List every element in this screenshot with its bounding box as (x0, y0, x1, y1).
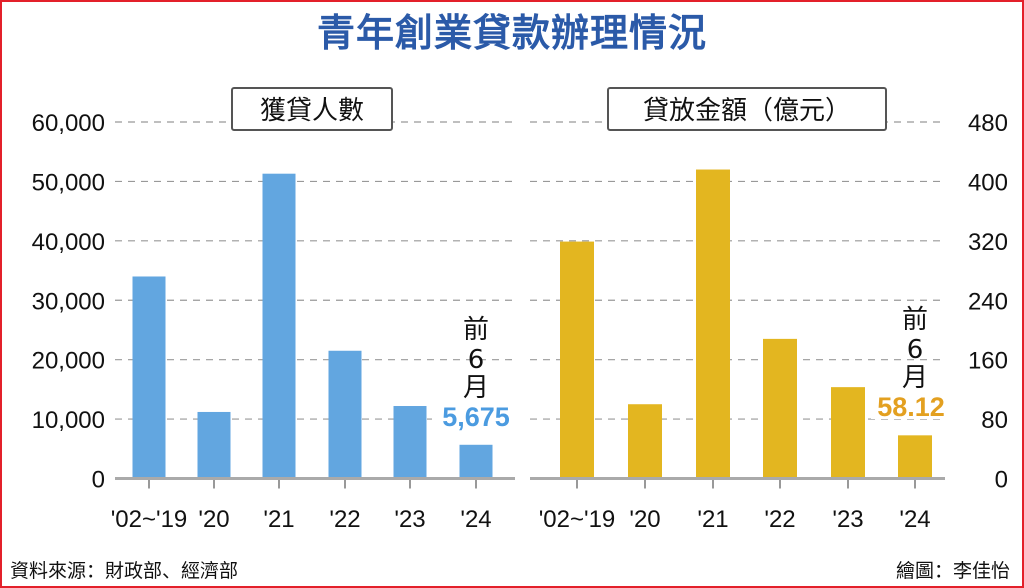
y-tick-label: 30,000 (32, 288, 105, 315)
series-title-box (607, 87, 887, 131)
x-tick-label: '21 (263, 506, 294, 533)
y-tick-label: 60,000 (32, 110, 105, 137)
x-tick-label: '22 (329, 506, 360, 533)
bar-0 (560, 241, 594, 479)
x-tick-label: '24 (899, 506, 930, 533)
chart-title: 青年創業貸款辦理情況 (316, 11, 707, 55)
bar-3 (763, 338, 797, 479)
y-tick-label: 480 (968, 110, 1008, 137)
bar-2 (696, 169, 730, 479)
x-tick-label: '24 (460, 506, 491, 533)
bar-4 (393, 406, 427, 479)
y-tick-label: 240 (968, 288, 1008, 315)
bar-1 (197, 411, 231, 479)
x-tick-label: '21 (697, 506, 728, 533)
x-tick-label: '23 (394, 506, 425, 533)
x-tick-label: '23 (832, 506, 863, 533)
annotation-text: 前 (463, 315, 489, 345)
bar-1 (628, 404, 662, 479)
x-tick-label: '02~'19 (111, 506, 188, 533)
value-label-bg (871, 393, 959, 419)
source-note: 資料來源：財政部、經濟部 (10, 560, 239, 582)
bar-3 (328, 350, 362, 479)
annotation-text: 6 (468, 345, 485, 375)
y-tick-label: 160 (968, 348, 1008, 375)
annotation-text: 月 (463, 373, 489, 403)
series-title: 貸放金額（億元） (643, 96, 851, 126)
y-tick-label: 0 (92, 467, 105, 494)
annotation-text: 前 (902, 305, 928, 335)
value-label: 58.12 (877, 392, 945, 422)
x-tick-label: '20 (629, 506, 660, 533)
series-title-box (231, 87, 393, 131)
y-tick-label: 40,000 (32, 229, 105, 256)
bar-0 (132, 276, 166, 479)
bar-4 (831, 387, 865, 479)
y-tick-label: 320 (968, 229, 1008, 256)
y-tick-label: 50,000 (32, 169, 105, 196)
y-tick-label: 400 (968, 169, 1008, 196)
bar-5 (898, 435, 932, 479)
annotation-text: 月 (902, 363, 928, 393)
x-tick-label: '22 (764, 506, 795, 533)
value-label-bg (432, 403, 520, 429)
bar-2 (262, 173, 296, 479)
series-title: 獲貸人數 (260, 96, 364, 126)
x-tick-label: '20 (198, 506, 229, 533)
y-tick-label: 10,000 (32, 407, 105, 434)
x-tick-label: '02~'19 (539, 506, 616, 533)
credit-note: 繪圖：李佳怡 (895, 560, 1010, 582)
bar-5 (459, 444, 493, 479)
y-tick-label: 20,000 (32, 348, 105, 375)
y-tick-label: 0 (995, 467, 1008, 494)
value-label: 5,675 (442, 402, 510, 432)
y-tick-label: 80 (981, 407, 1008, 434)
annotation-text: 6 (907, 335, 924, 365)
